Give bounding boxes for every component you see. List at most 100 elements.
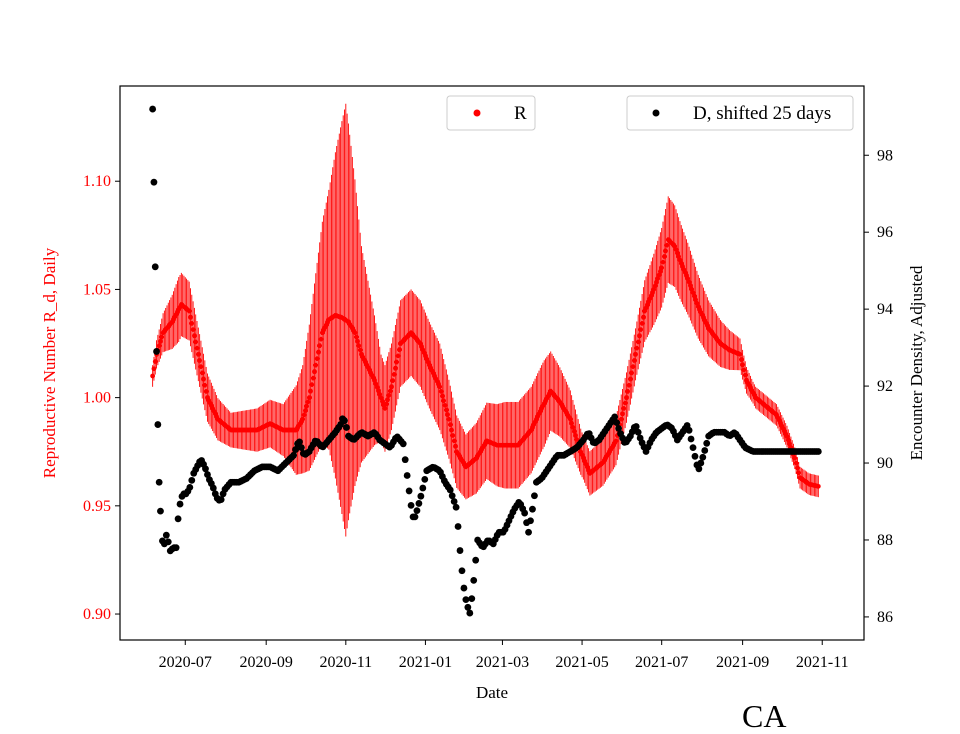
d-point xyxy=(527,517,534,525)
legend-r-box xyxy=(446,95,536,131)
r-point xyxy=(629,370,635,376)
r-point xyxy=(638,327,644,333)
r-point xyxy=(445,412,451,418)
r-point xyxy=(352,330,358,336)
d-point xyxy=(209,484,217,492)
d-point xyxy=(411,513,419,521)
d-point xyxy=(172,544,180,552)
r-point xyxy=(639,321,645,326)
r-point xyxy=(316,349,321,355)
r-point xyxy=(150,373,156,379)
d-point xyxy=(343,424,350,431)
r-point xyxy=(449,427,454,433)
r-point xyxy=(622,400,628,406)
d-point xyxy=(699,453,707,461)
d-point xyxy=(204,471,211,478)
x-tick-label: 2021-09 xyxy=(716,654,769,671)
legend-d: D, shifted 25 days xyxy=(626,95,854,131)
plot-frame xyxy=(119,85,865,641)
r-point xyxy=(395,353,401,359)
r-point xyxy=(443,407,449,413)
d-point xyxy=(703,439,711,447)
r-point xyxy=(651,287,657,292)
r-point xyxy=(313,362,319,368)
r-point xyxy=(785,437,791,443)
r-point xyxy=(396,347,402,353)
r-point xyxy=(787,441,792,447)
d-point xyxy=(529,505,536,513)
r-point xyxy=(661,254,667,259)
r-point xyxy=(357,347,363,353)
r-point xyxy=(738,357,744,362)
r-point xyxy=(570,424,576,430)
d-point xyxy=(450,498,458,505)
y-right-tick-label: 92 xyxy=(877,378,893,395)
legend-r-marker xyxy=(473,109,481,117)
y-right-tick-label: 90 xyxy=(877,455,893,472)
r-point xyxy=(193,339,199,345)
d-point xyxy=(531,492,538,500)
d-point xyxy=(153,348,160,355)
r-point xyxy=(574,437,580,442)
r-point xyxy=(792,455,798,461)
r-point xyxy=(309,382,315,388)
d-point xyxy=(186,483,194,491)
r-point xyxy=(657,268,663,274)
r-point xyxy=(654,279,659,285)
y-axis-left-label: Reproductive Number R_d, Daily xyxy=(40,247,59,478)
x-tick-label: 2020-11 xyxy=(319,654,372,671)
r-point xyxy=(383,401,389,407)
y-right-tick-label: 96 xyxy=(877,224,893,241)
r-series xyxy=(150,237,821,489)
r-point xyxy=(784,434,790,439)
y-right-tick-label: 88 xyxy=(877,532,893,549)
r-point xyxy=(306,395,312,401)
d-point xyxy=(685,426,693,434)
d-point xyxy=(448,492,456,500)
r-point xyxy=(569,420,575,426)
d-point xyxy=(701,447,709,454)
d-point xyxy=(162,531,170,539)
r-point xyxy=(652,283,658,289)
r-point xyxy=(664,242,670,248)
d-point xyxy=(454,523,462,530)
r-point xyxy=(301,412,307,418)
y-left-tick-label: 0.90 xyxy=(83,606,111,623)
d-point xyxy=(521,509,529,517)
y-left-tick-label: 1.00 xyxy=(83,390,111,407)
r-point xyxy=(437,384,443,390)
r-point xyxy=(567,416,573,422)
d-point xyxy=(157,507,164,515)
r-point xyxy=(741,367,747,373)
r-point xyxy=(655,276,661,282)
y-left-tick-label: 1.10 xyxy=(83,173,111,190)
r-point xyxy=(440,393,445,399)
r-point xyxy=(446,416,452,422)
x-axis-label: Date xyxy=(476,683,508,702)
r-point xyxy=(159,334,165,340)
d-point xyxy=(154,421,162,428)
y-axis-left: 0.90 0.95 1.00 1.05 1.10 xyxy=(83,173,120,623)
d-point xyxy=(613,419,621,427)
r-point xyxy=(356,343,362,349)
r-point xyxy=(627,376,633,382)
d-point xyxy=(695,465,703,473)
r-point xyxy=(438,389,444,394)
r-point xyxy=(618,416,624,422)
d-point xyxy=(456,547,464,554)
r-point xyxy=(625,389,631,394)
d-point xyxy=(164,538,172,546)
legend-d-label: D, shifted 25 days xyxy=(693,103,831,124)
r-point xyxy=(199,370,205,376)
r-point xyxy=(815,483,821,489)
r-point xyxy=(573,433,578,438)
legend-r-label: R xyxy=(514,103,527,124)
x-tick-label: 2021-07 xyxy=(635,654,688,671)
r-point xyxy=(621,406,627,411)
legend-d-box xyxy=(626,95,854,131)
d-point xyxy=(468,595,476,603)
d-point xyxy=(615,425,623,432)
y-left-tick-label: 1.05 xyxy=(83,281,111,298)
d-point xyxy=(421,475,429,483)
